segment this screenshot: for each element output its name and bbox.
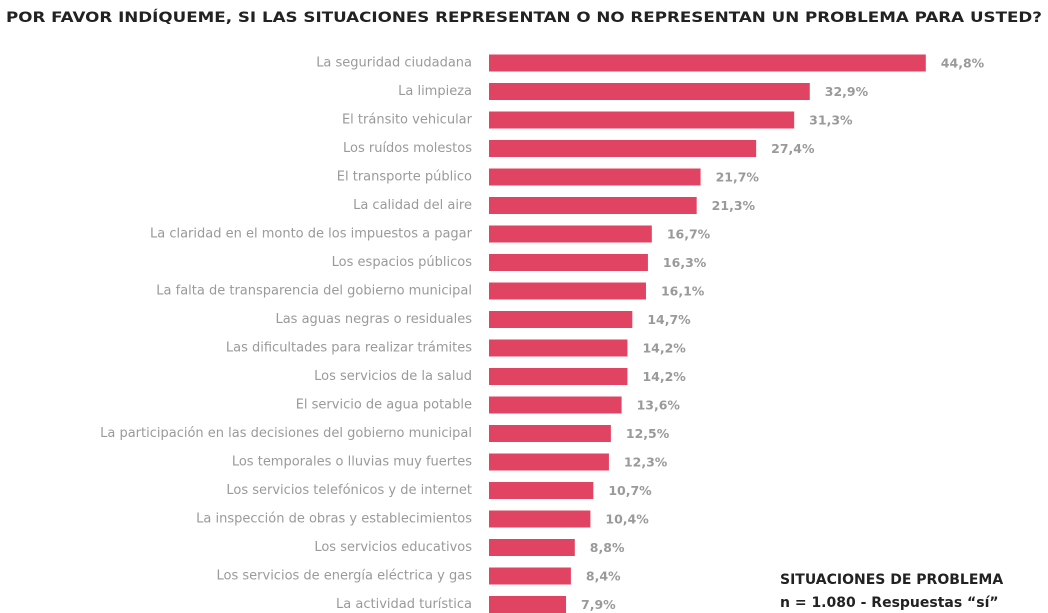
- value-label: 16,7%: [667, 227, 711, 242]
- value-label: 31,3%: [809, 113, 853, 128]
- bar: [489, 140, 757, 157]
- category-label: La claridad en el monto de los impuestos…: [150, 227, 473, 242]
- bar: [489, 510, 591, 528]
- bar: [489, 567, 571, 585]
- value-label: 13,6%: [637, 398, 681, 413]
- category-label: Los espacios públicos: [332, 255, 473, 270]
- value-label: 14,2%: [642, 369, 686, 384]
- bar: [489, 453, 609, 471]
- value-label: 14,7%: [647, 312, 691, 327]
- category-label: La participación en las decisiones del g…: [100, 426, 472, 441]
- category-label: Los temporales o lluvias muy fuertes: [232, 455, 472, 470]
- category-label: La limpieza: [398, 84, 472, 99]
- category-label: La falta de transparencia del gobierno m…: [156, 284, 472, 299]
- category-label: Los ruídos molestos: [343, 141, 472, 156]
- bar: [489, 482, 594, 499]
- value-label: 10,4%: [605, 512, 649, 527]
- category-label: La seguridad ciudadana: [316, 56, 472, 71]
- value-label: 21,7%: [716, 170, 760, 185]
- bar: [489, 197, 697, 214]
- bar: [489, 111, 795, 129]
- bar: [489, 225, 652, 243]
- value-label: 27,4%: [771, 141, 815, 156]
- category-label: La inspección de obras y establecimiento…: [196, 512, 472, 527]
- value-label: 16,1%: [661, 284, 705, 299]
- value-label: 12,3%: [624, 455, 668, 470]
- value-label: 12,5%: [626, 426, 670, 441]
- value-label: 14,2%: [642, 341, 686, 356]
- category-label: El servicio de agua potable: [296, 398, 472, 413]
- value-label: 44,8%: [941, 56, 985, 71]
- value-label: 32,9%: [825, 84, 869, 99]
- value-label: 8,4%: [586, 569, 621, 584]
- bar: [489, 83, 810, 100]
- category-label: El transporte público: [337, 170, 472, 185]
- bar: [489, 396, 622, 414]
- value-label: 7,9%: [581, 597, 616, 612]
- category-label: Las dificultades para realizar trámites: [226, 341, 472, 356]
- category-label: Las aguas negras o residuales: [275, 312, 472, 327]
- category-label: Los servicios educativos: [314, 540, 472, 555]
- category-label: El tránsito vehicular: [342, 113, 473, 128]
- bar: [489, 254, 648, 271]
- annotation: SITUACIONES DE PROBLEMA: [780, 572, 1003, 588]
- chart-title: POR FAVOR INDÍQUEME, SI LAS SITUACIONES …: [6, 9, 1042, 26]
- category-label: Los servicios de la salud: [314, 369, 472, 384]
- category-label: La actividad turística: [336, 597, 472, 612]
- annotation: n = 1.080 - Respuestas “sí”: [780, 595, 999, 611]
- bar: [489, 54, 926, 72]
- bar: [489, 339, 628, 357]
- bar: [489, 311, 633, 328]
- bar: [489, 368, 628, 385]
- bar: [489, 596, 567, 613]
- value-label: 16,3%: [663, 255, 707, 270]
- category-label: Los servicios telefónicos y de internet: [226, 483, 472, 498]
- value-label: 21,3%: [712, 198, 756, 213]
- bar: [489, 425, 611, 442]
- category-label: Los servicios de energía eléctrica y gas: [217, 569, 473, 584]
- bar: [489, 168, 701, 186]
- bar: [489, 282, 646, 300]
- category-label: La calidad del aire: [353, 198, 472, 213]
- value-label: 8,8%: [590, 540, 625, 555]
- value-label: 10,7%: [608, 483, 652, 498]
- bar: [489, 539, 575, 556]
